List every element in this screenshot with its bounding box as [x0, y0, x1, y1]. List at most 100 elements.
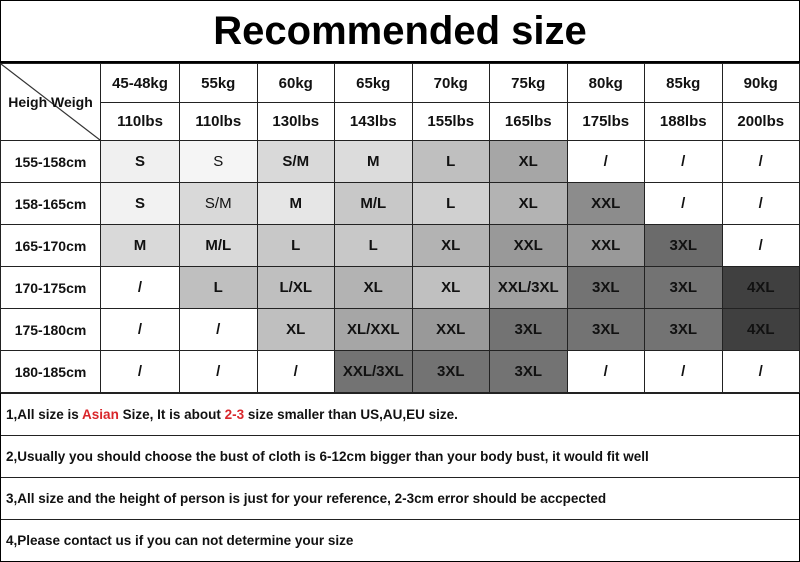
size-cell: /: [179, 350, 258, 393]
size-cell: 4XL: [721, 266, 800, 309]
size-cell: XL: [489, 182, 568, 225]
note-line: 3,All size and the height of person is j…: [1, 477, 799, 519]
note-text: 3,All size and the height of person is j…: [6, 491, 607, 506]
size-cell: L: [256, 224, 335, 267]
size-cell: 4XL: [721, 308, 800, 351]
size-table-body: Heigh Weigh 45-48kg 55kg 60kg 65kg 70kg 75kg 80…: [0, 63, 800, 393]
size-cell: XL: [411, 266, 490, 309]
size-cell: /: [721, 182, 800, 225]
weight-lbs-header: 110lbs: [179, 102, 258, 141]
size-cell: M: [334, 140, 413, 183]
size-cell: 3XL: [489, 350, 568, 393]
size-cell: XXL: [566, 182, 645, 225]
size-cell: L: [411, 182, 490, 225]
diagonal-divider: [1, 64, 100, 140]
size-cell: L/XL: [256, 266, 335, 309]
size-cell: M/L: [179, 224, 258, 267]
size-table: Heigh Weigh 45-48kg 55kg 60kg 65kg 70kg 75kg 80…: [0, 63, 800, 393]
height-label: 158-165cm: [0, 182, 101, 225]
size-cell: /: [179, 308, 258, 351]
size-cell: S: [179, 140, 258, 183]
weight-kg-header: 60kg: [256, 63, 335, 103]
height-label: 165-170cm: [0, 224, 101, 267]
size-cell: L: [411, 140, 490, 183]
size-cell: XL: [256, 308, 335, 351]
table-row: 170-175cm / L L/XL XL XL XXL/3XL 3XL 3XL 4XL: [0, 266, 800, 309]
table-row: 155-158cm S S S/M M L XL / / /: [0, 140, 800, 183]
weight-kg-header: 70kg: [411, 63, 490, 103]
weight-lbs-header: 110lbs: [100, 102, 180, 141]
weight-lbs-header: 155lbs: [411, 102, 490, 141]
size-cell: 3XL: [566, 308, 645, 351]
weight-kg-header: 45-48kg: [100, 63, 180, 103]
table-row: 175-180cm / / XL XL/XXL XXL 3XL 3XL 3XL 4XL: [0, 308, 800, 351]
weight-lbs-header: 188lbs: [644, 102, 723, 141]
size-cell: /: [256, 350, 335, 393]
size-cell: S: [100, 140, 180, 183]
header-row-kg: Heigh Weigh 45-48kg 55kg 60kg 65kg 70kg 75kg 80…: [0, 63, 800, 141]
size-cell: 3XL: [644, 224, 723, 267]
height-label: 155-158cm: [0, 140, 101, 183]
size-cell: /: [644, 182, 723, 225]
size-cell: L: [334, 224, 413, 267]
weight-kg-header: 85kg: [644, 63, 723, 103]
table-row: 158-165cm S S/M M M/L L XL XXL / /: [0, 182, 800, 225]
size-cell: M: [100, 224, 180, 267]
size-cell: /: [100, 350, 180, 393]
size-cell: XXL: [566, 224, 645, 267]
size-cell: 3XL: [489, 308, 568, 351]
size-cell: XL: [334, 266, 413, 309]
corner-cell: Heigh Weigh: [0, 63, 101, 141]
size-cell: S/M: [179, 182, 258, 225]
weight-lbs-header: 143lbs: [334, 102, 413, 141]
weight-kg-header: 65kg: [334, 63, 413, 103]
highlight-text: 2-3: [224, 407, 245, 422]
weight-lbs-header: 165lbs: [489, 102, 568, 141]
size-cell: XL/XXL: [334, 308, 413, 351]
size-cell: M/L: [334, 182, 413, 225]
size-cell: L: [179, 266, 258, 309]
table-row: 180-185cm / / / XXL/3XL 3XL 3XL / / /: [0, 350, 800, 393]
size-cell: /: [644, 350, 723, 393]
size-cell: /: [721, 224, 800, 267]
note-line: 1,All size is Asian Size, It is about 2-…: [1, 393, 799, 435]
size-cell: S/M: [256, 140, 335, 183]
notes: 1,All size is Asian Size, It is about 2-…: [1, 393, 799, 561]
weight-lbs-header: 200lbs: [721, 102, 800, 141]
size-cell: XXL/3XL: [489, 266, 568, 309]
size-cell: /: [721, 140, 800, 183]
note-text: 1,All size is: [6, 407, 83, 422]
header-row-lbs: 110lbs 110lbs 130lbs 143lbs 155lbs 165lbs 175l…: [1, 102, 800, 141]
size-cell: XXL: [489, 224, 568, 267]
size-cell: 3XL: [644, 308, 723, 351]
size-cell: /: [566, 140, 645, 183]
size-cell: 3XL: [644, 266, 723, 309]
weight-kg-header: 90kg: [721, 63, 800, 103]
height-label: 180-185cm: [0, 350, 101, 393]
size-cell: /: [566, 350, 645, 393]
height-label: 175-180cm: [0, 308, 101, 351]
size-cell: /: [721, 350, 800, 393]
size-cell: XXL/3XL: [334, 350, 413, 393]
note-text: 4,Please contact us if you can not deter…: [6, 533, 354, 548]
weight-kg-header: 80kg: [566, 63, 645, 103]
table-row: 165-170cm M M/L L L XL XXL XXL 3XL /: [0, 224, 800, 267]
size-cell: XL: [411, 224, 490, 267]
size-cell: /: [100, 266, 180, 309]
weight-kg-header: 75kg: [489, 63, 568, 103]
corner-label: Heigh Weigh: [8, 94, 93, 110]
weight-kg-header: 55kg: [179, 63, 258, 103]
size-cell: XL: [489, 140, 568, 183]
size-cell: XXL: [411, 308, 490, 351]
note-text: Size, It is about: [118, 407, 225, 422]
size-cell: S: [100, 182, 180, 225]
highlight-text: Asian: [82, 407, 119, 422]
size-cell: 3XL: [411, 350, 490, 393]
size-cell: M: [256, 182, 335, 225]
size-cell: /: [644, 140, 723, 183]
note-line: 2,Usually you should choose the bust of …: [1, 435, 799, 477]
weight-lbs-header: 175lbs: [566, 102, 645, 141]
note-line: 4,Please contact us if you can not deter…: [1, 519, 799, 561]
size-cell: 3XL: [566, 266, 645, 309]
